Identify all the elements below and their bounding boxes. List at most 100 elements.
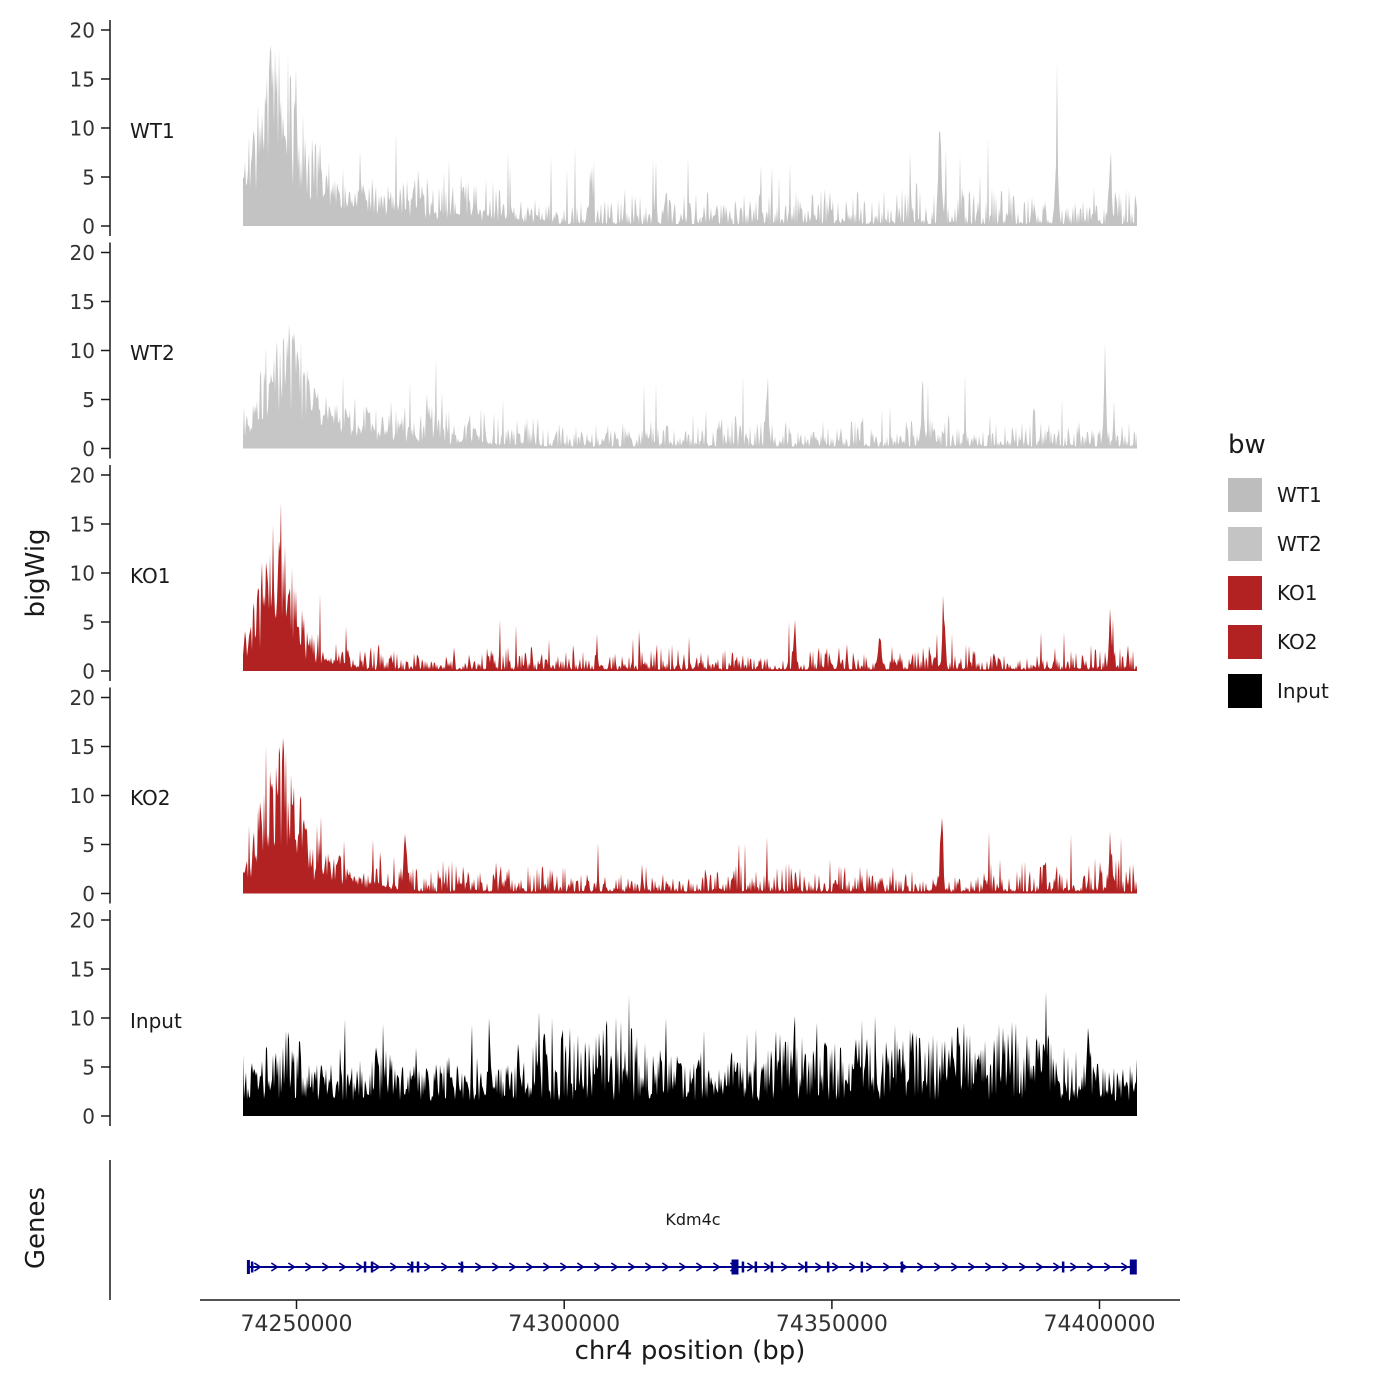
strand-arrow-icon bbox=[712, 1262, 721, 1272]
gene-start-bar bbox=[246, 1260, 250, 1274]
strand-arrow-icon bbox=[1052, 1262, 1061, 1272]
strand-arrow-icon bbox=[950, 1262, 959, 1272]
legend-item-wt2: WT2 bbox=[1228, 527, 1329, 561]
track-label-ko2: KO2 bbox=[130, 786, 171, 810]
y-tick-label: 0 bbox=[82, 1105, 95, 1129]
strand-arrow-icon bbox=[695, 1262, 704, 1272]
legend-title: bw bbox=[1228, 430, 1266, 460]
strand-arrow-icon bbox=[593, 1262, 602, 1272]
track-label-ko1: KO1 bbox=[130, 564, 171, 588]
strand-arrow-icon bbox=[559, 1262, 568, 1272]
track-label-wt1: WT1 bbox=[130, 119, 175, 143]
y-tick-label: 5 bbox=[82, 388, 95, 412]
strand-arrow-icon bbox=[389, 1262, 398, 1272]
strand-arrow-icon bbox=[814, 1262, 823, 1272]
track-ko1: 0 5 10 15 20 bbox=[70, 464, 1137, 684]
strand-arrow-icon bbox=[1103, 1262, 1112, 1272]
strand-arrow-icon bbox=[933, 1262, 942, 1272]
strand-arrow-icon bbox=[508, 1262, 517, 1272]
strand-arrow-icon bbox=[576, 1262, 585, 1272]
gene-exon bbox=[731, 1259, 739, 1275]
gene-name-label: Kdm4c bbox=[665, 1210, 721, 1229]
legend-swatch-ko2 bbox=[1228, 625, 1262, 659]
legend-label: WT2 bbox=[1277, 532, 1322, 556]
strand-arrow-icon bbox=[1120, 1262, 1129, 1272]
strand-arrow-icon bbox=[865, 1262, 874, 1272]
legend-item-input: Input bbox=[1228, 674, 1329, 708]
legend-label: WT1 bbox=[1277, 483, 1322, 507]
strand-arrow-icon bbox=[525, 1262, 534, 1272]
x-tick-label: 74350000 bbox=[776, 1312, 888, 1337]
gene-exon bbox=[900, 1261, 904, 1273]
strand-arrow-icon bbox=[746, 1262, 755, 1272]
x-axis: 74250000 74300000 74350000 74400000 bbox=[200, 1299, 1180, 1337]
y-tick-label: 20 bbox=[70, 686, 95, 710]
x-tick-label: 74400000 bbox=[1044, 1312, 1156, 1337]
strand-arrow-icon bbox=[542, 1262, 551, 1272]
strand-arrow-icon bbox=[321, 1262, 330, 1272]
y-tick-label: 20 bbox=[70, 241, 95, 265]
strand-arrow-icon bbox=[287, 1262, 296, 1272]
legend-label: KO2 bbox=[1277, 630, 1318, 654]
strand-arrow-icon bbox=[355, 1262, 364, 1272]
y-tick-label: 20 bbox=[70, 464, 95, 488]
track-wt1: 0 5 10 15 20 bbox=[70, 19, 1137, 239]
y-tick-label: 5 bbox=[82, 166, 95, 190]
y-tick-label: 15 bbox=[70, 68, 95, 92]
strand-arrow-icon bbox=[1018, 1262, 1027, 1272]
y-tick-label: 10 bbox=[70, 339, 95, 363]
y-tick-label: 10 bbox=[70, 562, 95, 586]
signal-wt2 bbox=[243, 324, 1137, 449]
strand-arrow-icon bbox=[372, 1262, 381, 1272]
legend-swatch-input bbox=[1228, 674, 1262, 708]
gene-exon bbox=[416, 1261, 420, 1273]
gene-exon bbox=[860, 1261, 864, 1273]
strand-arrow-icon bbox=[440, 1262, 449, 1272]
x-axis-title: chr4 position (bp) bbox=[574, 1336, 806, 1366]
y-tick-label: 0 bbox=[82, 882, 95, 906]
legend-label: KO1 bbox=[1277, 581, 1318, 605]
strand-arrow-icon bbox=[848, 1262, 857, 1272]
strand-arrow-icon bbox=[491, 1262, 500, 1272]
gene-exon bbox=[754, 1261, 758, 1273]
gene-exon bbox=[410, 1261, 414, 1273]
legend-item-wt1: WT1 bbox=[1228, 478, 1329, 512]
gene-exon bbox=[250, 1261, 254, 1273]
strand-arrow-icon bbox=[661, 1262, 670, 1272]
y-tick-label: 15 bbox=[70, 290, 95, 314]
strand-arrow-icon bbox=[780, 1262, 789, 1272]
y-tick-label: 0 bbox=[82, 660, 95, 684]
strand-arrow-icon bbox=[984, 1262, 993, 1272]
gene-exon bbox=[363, 1261, 367, 1273]
strand-arrow-icon bbox=[253, 1262, 262, 1272]
gene-exon bbox=[1061, 1261, 1065, 1273]
signal-input bbox=[243, 991, 1137, 1116]
legend: bw WT1 WT2 KO1 KO2 Input bbox=[1228, 430, 1329, 723]
strand-arrow-icon bbox=[610, 1262, 619, 1272]
strand-arrow-icon bbox=[763, 1262, 772, 1272]
genes-panel-title: Genes bbox=[21, 1186, 51, 1270]
gene-model bbox=[109, 1160, 1137, 1300]
track-ko2: 0 5 10 15 20 bbox=[70, 686, 1137, 906]
x-tick-label: 74300000 bbox=[508, 1312, 620, 1337]
y-tick-label: 5 bbox=[82, 833, 95, 857]
track-wt2: 0 5 10 15 20 bbox=[70, 241, 1137, 461]
strand-arrow-icon bbox=[882, 1262, 891, 1272]
strand-arrow-icon bbox=[457, 1262, 466, 1272]
legend-swatch-wt1 bbox=[1228, 478, 1262, 512]
strand-arrow-icon bbox=[1001, 1262, 1010, 1272]
legend-label: Input bbox=[1277, 679, 1329, 703]
strand-arrow-icon bbox=[423, 1262, 432, 1272]
legend-item-ko2: KO2 bbox=[1228, 625, 1329, 659]
y-tick-label: 15 bbox=[70, 513, 95, 537]
strand-arrow-icon bbox=[338, 1262, 347, 1272]
legend-swatch-ko1 bbox=[1228, 576, 1262, 610]
gene-exon bbox=[804, 1261, 808, 1273]
gene-exon bbox=[1129, 1259, 1137, 1275]
y-tick-label: 15 bbox=[70, 958, 95, 982]
y-tick-label: 15 bbox=[70, 735, 95, 759]
strand-arrow-icon bbox=[1069, 1262, 1078, 1272]
track-label-wt2: WT2 bbox=[130, 341, 175, 365]
